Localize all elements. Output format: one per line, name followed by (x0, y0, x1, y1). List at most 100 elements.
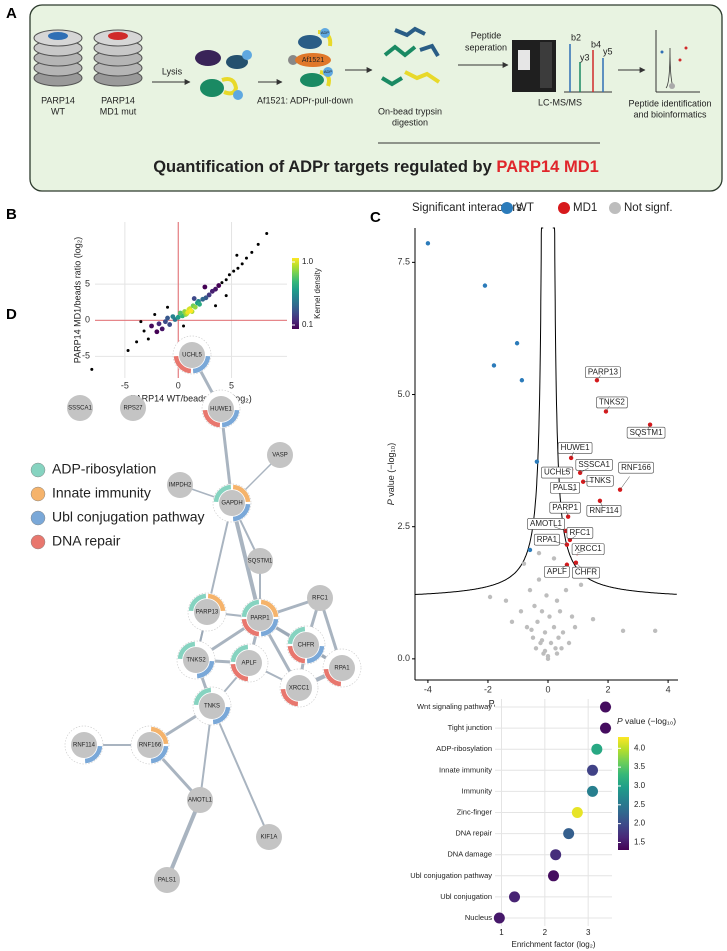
node-label: APLF (241, 661, 256, 667)
network-node (167, 472, 193, 498)
annotation-ring (212, 706, 231, 725)
step-label: Lysis (162, 66, 183, 76)
data-point (224, 278, 228, 282)
data-point (547, 614, 552, 619)
node-label: IMPDH2 (169, 483, 192, 489)
point-label: SSSCA1 (575, 458, 613, 473)
point-label-box (541, 466, 574, 479)
data-point (224, 294, 228, 298)
annotation-ring (287, 645, 306, 664)
data-point (557, 609, 563, 614)
point-label-box (527, 518, 565, 530)
step-label: digestion (392, 117, 428, 127)
data-point (135, 340, 139, 344)
legend-label: Not signf. (624, 202, 673, 214)
point-label: RFC1 (566, 527, 594, 541)
label-leader (553, 526, 567, 532)
annotation-ring (150, 745, 169, 764)
data-point (170, 314, 176, 320)
data-point (425, 241, 431, 246)
data-point (554, 598, 560, 603)
x-tick-label: 2 (543, 928, 548, 937)
data-point (188, 308, 194, 314)
data-point (590, 617, 596, 622)
data-point (524, 624, 530, 630)
data-point (482, 283, 488, 288)
data-point (559, 646, 564, 651)
annotation-ring (188, 593, 207, 612)
colorbar-tick-label: 0.1 (302, 320, 314, 329)
point-label-text: RNF114 (589, 506, 619, 515)
ion-label: b2 (571, 32, 581, 42)
node-label: TNKS (204, 704, 220, 710)
point-label: HUWE1 (557, 442, 593, 459)
network-node (267, 442, 293, 468)
data-point (240, 262, 244, 266)
sample-label: PARP14 (41, 95, 75, 105)
node-label: RNF166 (139, 743, 162, 749)
data-point (159, 326, 165, 332)
data-point (487, 594, 493, 600)
network-node (208, 396, 234, 422)
legend-swatch (609, 202, 621, 214)
data-point (146, 337, 150, 341)
dot (571, 807, 583, 818)
sample-label: PARP14 (101, 95, 135, 105)
data-point (216, 283, 222, 288)
annotation-ring (221, 409, 240, 428)
point-label-text: RFC1 (569, 528, 590, 537)
node-label: AMOTL1 (188, 798, 213, 804)
data-point (142, 329, 146, 333)
data-point (563, 587, 569, 593)
panel-b: B -5 0 5 -5 0 5 PARP14 WT/beads ratio (log₂) PAR… (6, 206, 322, 403)
label-leader (577, 550, 584, 554)
data-point (548, 640, 554, 646)
annotation-ring (213, 484, 232, 503)
dot (600, 701, 611, 713)
y-tick-label: -5 (82, 351, 90, 361)
data-point (126, 349, 130, 353)
sample-label: MD1 mut (100, 106, 137, 116)
y-tick-label: Wnt signaling pathway (417, 702, 492, 711)
x-axis-label: PARP14 WT/beads ratio (log₂) (130, 393, 251, 403)
annotation-ring (173, 355, 192, 374)
data-point (175, 314, 181, 320)
y-tick-label: Ubl conjugation (440, 892, 492, 901)
network-node (286, 675, 312, 701)
label-leader (569, 535, 577, 541)
x-tick-label: 4 (666, 684, 671, 694)
point-label-box (596, 396, 628, 409)
label-leader (575, 562, 583, 569)
legend-swatch (501, 202, 513, 214)
legend-label: MD1 (573, 202, 597, 214)
annotation-ring (84, 745, 103, 764)
label-leader (566, 511, 569, 517)
data-point (202, 284, 208, 290)
point-label-box (586, 474, 614, 487)
label-leader (583, 480, 594, 483)
data-point (535, 619, 540, 625)
dot (587, 764, 598, 776)
data-point (534, 459, 540, 464)
point-label-text: AMOTL1 (530, 519, 563, 528)
step-label: and bioinformatics (633, 109, 707, 119)
network-node (183, 647, 209, 673)
panel-d: D UCHL5 SSSCA1 RPS27 HUWE1 VASP IMPDH2 GAPDH SQS… (6, 306, 362, 893)
annotation-ring (260, 618, 279, 637)
x-tick-label: 5 (229, 380, 234, 390)
data-point (536, 550, 542, 556)
colorbar-title: P value (−log₁₀) (617, 716, 676, 726)
y-tick-label: Immunity (462, 786, 493, 795)
point-label-text: APLF (547, 567, 567, 576)
dot (587, 785, 598, 797)
data-point (545, 656, 551, 662)
label-leader (647, 424, 651, 430)
network-node (120, 395, 146, 421)
node-label: CHFR (298, 643, 315, 649)
legend-swatch (30, 510, 46, 526)
network-node (137, 732, 163, 758)
data-point (514, 341, 520, 346)
